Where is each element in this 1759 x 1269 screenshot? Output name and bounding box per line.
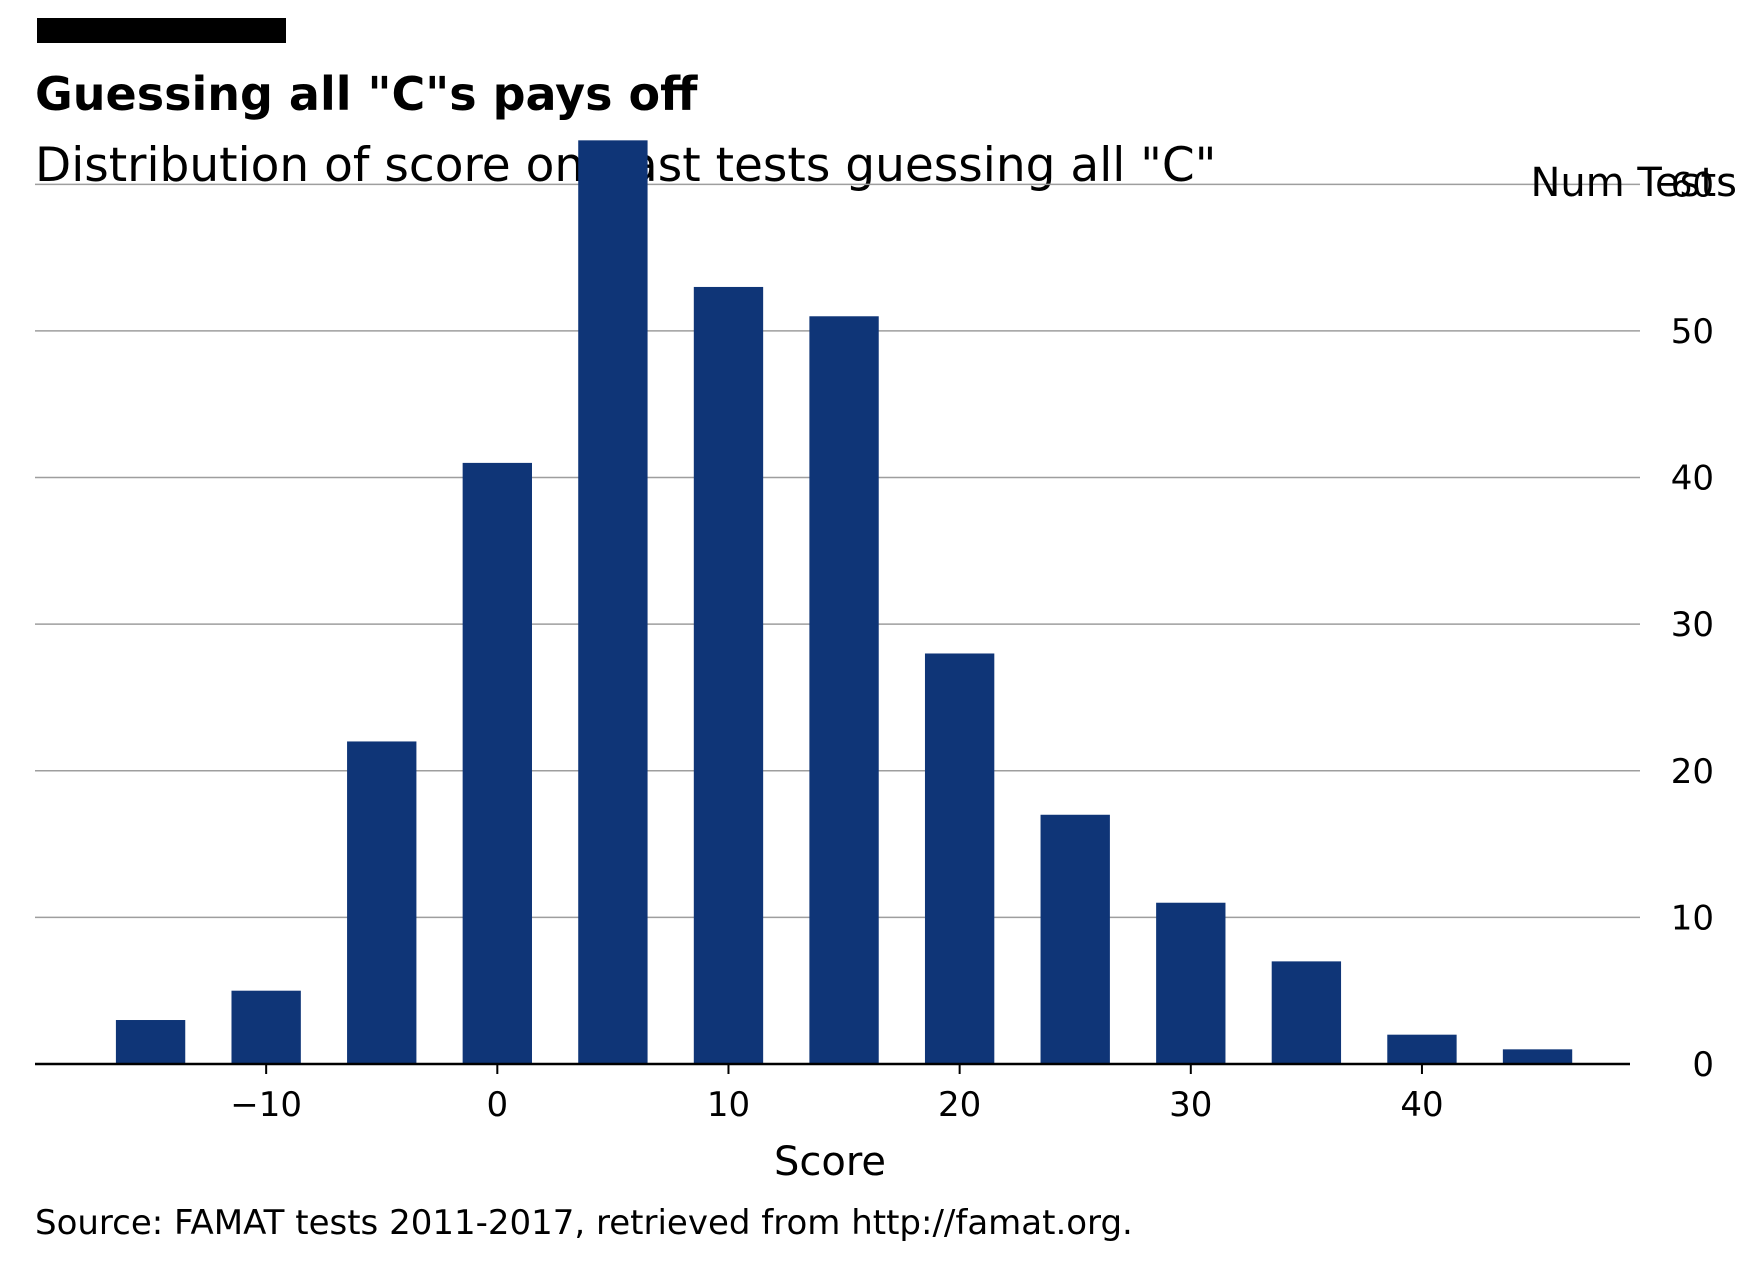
x-tick-label: −10 <box>230 1085 302 1125</box>
x-tick-label: 20 <box>938 1085 981 1125</box>
histogram-bar <box>1502 1049 1573 1064</box>
histogram-bar <box>924 653 995 1064</box>
histogram-bar <box>809 316 879 1065</box>
y-tick-label: 30 <box>1671 605 1714 645</box>
y-tick-label: 0 <box>1692 1045 1714 1085</box>
source-note: Source: FAMAT tests 2011-2017, retrieved… <box>35 1203 1133 1243</box>
y-tick-label: 40 <box>1671 459 1714 499</box>
bars <box>115 140 1573 1065</box>
histogram-bar <box>347 741 417 1064</box>
title-accent-bar <box>37 18 286 43</box>
x-tick-label: 0 <box>486 1085 508 1125</box>
y-tick-label: 10 <box>1671 898 1714 938</box>
histogram-bar <box>462 462 532 1064</box>
histogram-bar <box>231 990 301 1064</box>
y-tick-label: 50 <box>1671 312 1714 352</box>
x-axis-title: Score <box>774 1139 886 1185</box>
histogram-bar <box>1387 1034 1457 1064</box>
x-tick-label: 40 <box>1400 1085 1443 1125</box>
axes: 0 10 20 30 40 50 60 −10 0 10 20 30 40 <box>35 165 1714 1125</box>
x-tick-label: 10 <box>707 1085 750 1125</box>
chart-title: Guessing all "C"s pays off <box>35 67 698 121</box>
y-axis-title: Num Tests <box>1530 160 1737 206</box>
x-tick-label: 30 <box>1169 1085 1212 1125</box>
histogram-bar <box>693 286 764 1064</box>
histogram-bar <box>1271 961 1342 1064</box>
histogram-bar <box>1156 902 1226 1064</box>
y-tick-label: 20 <box>1671 752 1714 792</box>
histogram-bar <box>578 140 648 1064</box>
histogram-bar <box>1040 814 1110 1064</box>
histogram-bar <box>115 1020 186 1064</box>
y-tick-label: 60 <box>1671 165 1714 205</box>
